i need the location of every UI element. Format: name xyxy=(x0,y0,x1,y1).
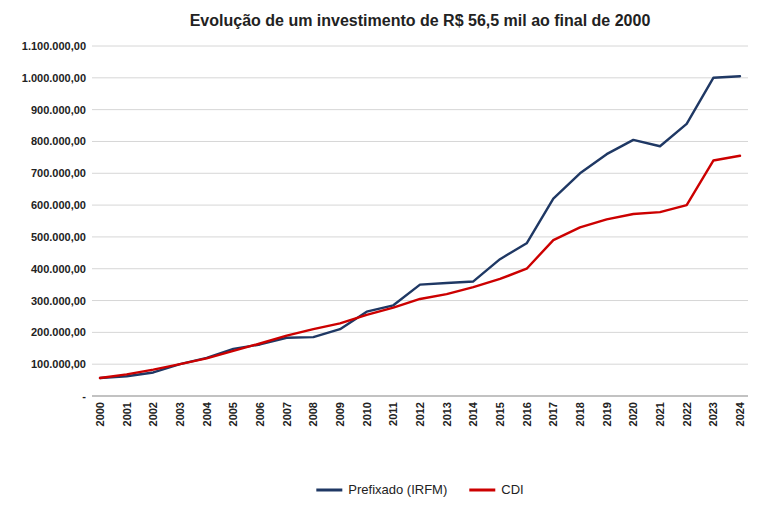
grid-line xyxy=(92,77,748,78)
x-tick-label: 2011 xyxy=(387,402,399,426)
grid-line xyxy=(92,173,748,174)
grid-line xyxy=(92,268,748,269)
plot-area xyxy=(100,76,740,378)
y-tick-label: 200.000,00 xyxy=(31,326,86,338)
grid-line xyxy=(92,236,748,237)
x-tick-label: 2002 xyxy=(147,402,159,426)
legend: Prefixado (IRFM) CDI xyxy=(316,482,523,497)
y-tick-label: - xyxy=(82,390,86,402)
x-tick-label: 2000 xyxy=(94,402,106,426)
x-axis-line xyxy=(92,396,748,397)
legend-label: Prefixado (IRFM) xyxy=(348,482,447,497)
legend-swatch xyxy=(316,489,342,492)
y-tick-label: 600.000,00 xyxy=(31,199,86,211)
chart-container: Evolução de um investimento de R$ 56,5 m… xyxy=(0,0,768,512)
y-tick-label: 700.000,00 xyxy=(31,167,86,179)
x-tick-label: 2009 xyxy=(334,402,346,426)
x-tick-label: 2021 xyxy=(654,402,666,426)
x-tick-label: 2016 xyxy=(521,402,533,426)
x-tick-label: 2012 xyxy=(414,402,426,426)
y-tick-label: 100.000,00 xyxy=(31,358,86,370)
grid-line xyxy=(92,46,748,47)
y-tick-label: 900.000,00 xyxy=(31,104,86,116)
grid-line xyxy=(92,141,748,142)
x-tick-label: 2023 xyxy=(707,402,719,426)
y-tick-label: 1.000.000,00 xyxy=(22,72,86,84)
x-tick-label: 2006 xyxy=(254,402,266,426)
y-grid xyxy=(92,46,748,396)
x-tick-label: 2019 xyxy=(601,402,613,426)
x-tick-label: 2014 xyxy=(467,401,479,426)
x-tick-labels: 2000 2001 2002 2003 2004 2005 2006 2007 2008 2009… xyxy=(94,401,746,426)
x-tick-label: 2018 xyxy=(574,402,586,426)
y-tick-labels: - 100.000,00 200.000,00 300.000,00 400.000,0… xyxy=(22,40,87,402)
x-tick-label: 2007 xyxy=(281,402,293,426)
legend-label: CDI xyxy=(501,482,523,497)
grid-line xyxy=(92,205,748,206)
y-tick-label: 300.000,00 xyxy=(31,295,86,307)
x-tick-label: 2024 xyxy=(734,401,746,426)
x-tick-label: 2015 xyxy=(494,402,506,426)
x-tick-label: 2022 xyxy=(681,402,693,426)
x-tick-label: 2013 xyxy=(441,402,453,426)
x-tick-label: 2005 xyxy=(227,402,239,426)
x-tick-label: 2003 xyxy=(174,402,186,426)
grid-line xyxy=(92,364,748,365)
x-tick-label: 2004 xyxy=(201,401,213,426)
grid-line xyxy=(92,332,748,333)
x-tick-label: 2017 xyxy=(547,402,559,426)
y-tick-label: 800.000,00 xyxy=(31,135,86,147)
x-tick-label: 2001 xyxy=(121,402,133,426)
grid-line xyxy=(92,396,748,397)
series-line xyxy=(100,156,740,378)
chart-title: Evolução de um investimento de R$ 56,5 m… xyxy=(190,12,651,29)
x-tick-label: 2010 xyxy=(361,402,373,426)
chart-svg: Evolução de um investimento de R$ 56,5 m… xyxy=(0,0,768,512)
y-tick-label: 1.100.000,00 xyxy=(22,40,86,52)
x-tick-label: 2008 xyxy=(307,402,319,426)
x-tick-label: 2020 xyxy=(627,402,639,426)
series-line xyxy=(100,76,740,378)
y-tick-label: 400.000,00 xyxy=(31,263,86,275)
legend-swatch xyxy=(469,489,495,492)
y-tick-label: 500.000,00 xyxy=(31,231,86,243)
grid-line xyxy=(92,109,748,110)
